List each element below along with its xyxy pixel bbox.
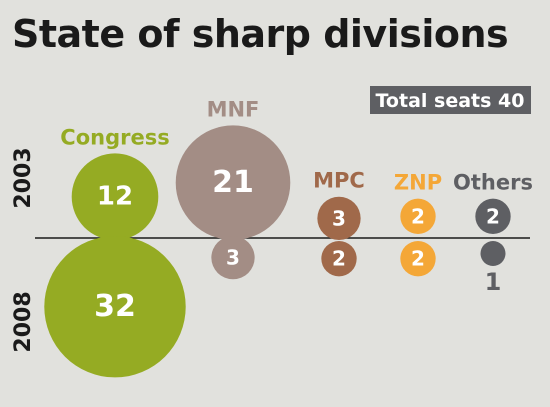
value-znp-2008: 2 <box>411 247 425 271</box>
total-seats-badge-bg <box>370 86 531 114</box>
bubble-mpc-2008 <box>321 241 357 277</box>
chart-title: State of sharp divisions <box>12 12 508 56</box>
total-seats-label: Total seats 40 <box>376 90 525 112</box>
value-others-2003: 2 <box>486 204 500 228</box>
party-label-congress: Congress <box>60 125 169 149</box>
value-mpc-2008: 2 <box>332 247 346 271</box>
party-label-mpc: MPC <box>313 169 365 193</box>
bubble-congress-2008 <box>44 235 186 378</box>
party-label-others: Others <box>453 171 533 195</box>
value-mnf-2008: 3 <box>226 246 240 270</box>
value-others-2008: 1 <box>485 268 502 296</box>
year-label-top: 2003 <box>11 147 36 208</box>
bubble-znp-2008 <box>400 241 436 277</box>
bubble-mpc-2003 <box>317 196 361 240</box>
value-mnf-2003: 21 <box>212 165 254 200</box>
bubble-mnf-2008 <box>211 236 255 280</box>
value-mpc-2003: 3 <box>332 206 346 230</box>
year-label-bottom: 2008 <box>11 291 36 352</box>
party-label-mnf: MNF <box>207 97 260 121</box>
party-label-znp: ZNP <box>394 171 442 195</box>
bubble-congress-2003 <box>71 153 159 240</box>
value-congress-2003: 12 <box>97 182 133 212</box>
value-znp-2003: 2 <box>411 204 425 228</box>
bubble-others-2008 <box>480 241 506 266</box>
bubble-mnf-2003 <box>175 125 291 240</box>
value-congress-2008: 32 <box>94 289 136 324</box>
bubble-others-2003 <box>475 198 511 234</box>
bubble-znp-2003 <box>400 198 436 234</box>
total-seats-badge: Total seats 40 <box>370 86 531 114</box>
